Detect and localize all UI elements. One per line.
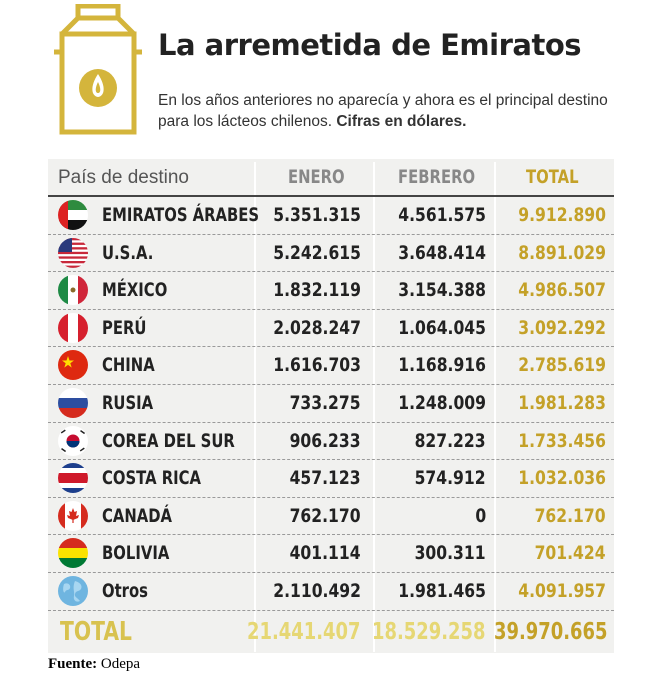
column-header-country: País de destino [58,167,189,188]
table-header: País de destino ENERO FEBRERO TOTAL [48,159,614,197]
totals-febrero: 18.529.258 [372,619,486,645]
value-enero: 2.110.492 [273,580,361,602]
source-label: Fuente: [48,656,98,672]
source-value: Odepa [100,656,141,672]
source-note: Fuente: Odepa [48,656,140,673]
mexico-flag-icon [58,275,88,306]
table-row: PERÚ 2.028.247 1.064.045 3.092.292 [48,310,614,348]
subtitle-text: En los años anteriores no aparecía y aho… [158,92,608,130]
country-name: PERÚ [102,316,147,339]
totals-enero: 21.441.407 [247,619,361,645]
data-table [48,159,614,653]
value-enero: 2.028.247 [273,316,361,339]
column-header-total: TOTAL [526,166,579,188]
value-total: 701.424 [535,542,606,565]
value-total: 8.891.029 [518,241,606,264]
value-total: 9.912.890 [518,204,606,226]
value-febrero: 1.981.465 [398,580,486,602]
table-row: CHINA 1.616.703 1.168.916 2.785.619 [48,347,614,385]
value-total: 2.785.619 [518,354,606,377]
country-name: CANADÁ [102,504,172,527]
value-enero: 762.170 [290,504,361,527]
value-total: 762.170 [535,504,606,527]
value-enero: 733.275 [290,392,361,414]
country-name: RUSIA [102,392,154,414]
subtitle-bold-text: Cifras en dólares. [336,113,467,130]
globe-icon [58,576,88,606]
table-row: RUSIA 733.275 1.248.009 1.981.283 [48,385,614,423]
table-row: COREA DEL SUR 906.233 827.223 1.733.456 [48,423,614,461]
value-febrero: 827.223 [415,429,486,452]
value-total: 1.733.456 [518,429,606,452]
value-total: 1.981.283 [518,392,606,414]
country-name: EMIRATOS ÁRABES [102,204,260,226]
value-enero: 457.123 [290,467,361,490]
table-row: EMIRATOS ÁRABES 5.351.315 4.561.575 9.912.8… [48,197,614,235]
table-row: Otros 2.110.492 1.981.465 4.091.957 [48,573,614,611]
value-febrero: 3.154.388 [398,279,486,302]
value-total: 3.092.292 [518,316,606,339]
page-title: La arremetida de Emiratos [158,28,582,62]
milk-can-icon [54,4,142,135]
table-row: MÉXICO 1.832.119 3.154.388 4.986.507 [48,272,614,310]
value-enero: 401.114 [290,542,361,565]
totals-row: TOTAL 21.441.407 18.529.258 39.970.665 [48,613,614,653]
value-total: 1.032.036 [518,467,606,490]
value-total: 4.986.507 [518,279,606,302]
column-header-febrero: FEBRERO [398,166,476,188]
value-febrero: 0 [475,504,486,527]
value-febrero: 1.168.916 [398,354,486,377]
value-enero: 1.832.119 [273,279,361,302]
value-total: 4.091.957 [518,580,606,602]
page-subtitle: En los años anteriores no aparecía y aho… [158,90,628,132]
totals-total: 39.970.665 [494,619,608,645]
country-name: COREA DEL SUR [102,429,235,452]
value-enero: 5.351.315 [273,204,361,226]
value-febrero: 1.248.009 [398,392,486,414]
column-divider [254,162,256,652]
usa-flag-icon [58,237,88,268]
column-divider [373,162,375,652]
country-name: COSTA RICA [102,467,202,490]
costa-rica-flag-icon [58,463,88,494]
value-febrero: 3.648.414 [398,241,486,264]
uae-flag-icon [58,200,88,230]
country-name: Otros [102,580,148,602]
table-row: CANADÁ 762.170 0 762.170 [48,498,614,536]
peru-flag-icon [58,312,88,343]
totals-label: TOTAL [60,617,132,647]
value-enero: 5.242.615 [273,241,361,264]
south-korea-flag-icon [58,425,88,456]
table-row: U.S.A. 5.242.615 3.648.414 8.891.029 [48,235,614,273]
table-row: BOLIVIA 401.114 300.311 701.424 [48,535,614,573]
value-febrero: 300.311 [415,542,486,565]
country-name: BOLIVIA [102,542,170,565]
country-name: MÉXICO [102,279,168,302]
bolivia-flag-icon [58,538,88,569]
column-divider [494,162,496,652]
country-name: CHINA [102,354,155,377]
value-febrero: 574.912 [415,467,486,490]
value-enero: 1.616.703 [273,354,361,377]
country-name: U.S.A. [102,241,154,264]
value-enero: 906.233 [290,429,361,452]
canada-flag-icon [58,500,88,531]
value-febrero: 4.561.575 [398,204,486,226]
russia-flag-icon [58,388,88,418]
column-header-enero: ENERO [288,166,345,188]
table-row: COSTA RICA 457.123 574.912 1.032.036 [48,460,614,498]
china-flag-icon [58,350,88,381]
value-febrero: 1.064.045 [398,316,486,339]
